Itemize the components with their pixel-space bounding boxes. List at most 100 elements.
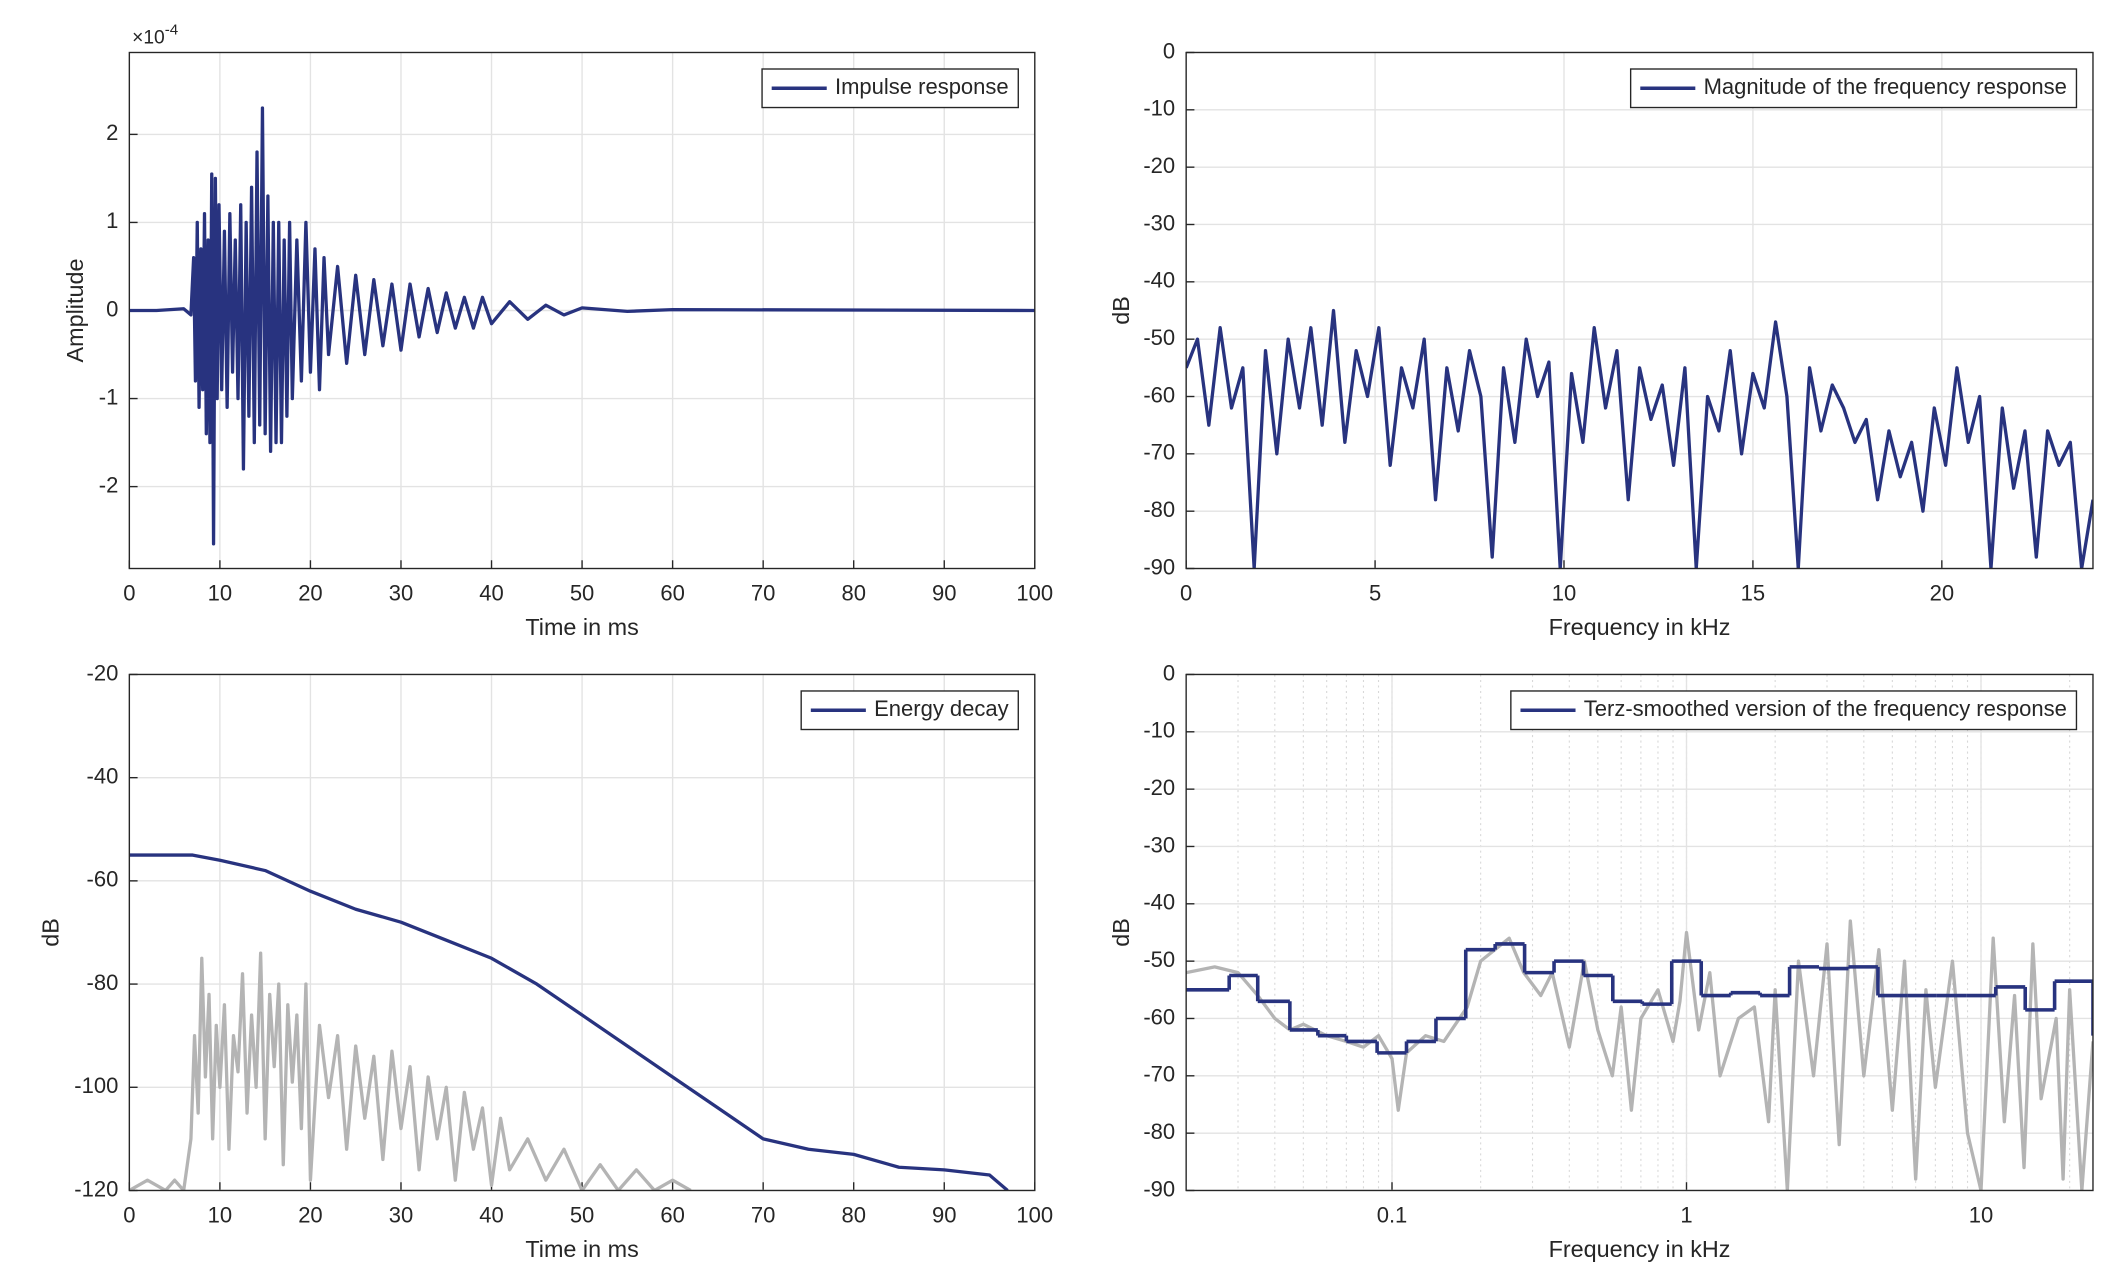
series-layer — [1186, 919, 2093, 1191]
y-tick-label: -80 — [87, 970, 119, 995]
y-tick-label: -60 — [1143, 382, 1175, 407]
legend-label: Energy decay — [874, 696, 1009, 721]
legend: Impulse response — [761, 68, 1019, 109]
series-layer — [1186, 308, 2093, 569]
x-tick-label: 0 — [123, 1202, 135, 1227]
y-multiplier: ×10-4 — [132, 21, 178, 48]
y-tick-label: -20 — [87, 660, 119, 685]
x-tick-label: 60 — [660, 1202, 684, 1227]
y-axis-label: Amplitude — [62, 259, 88, 363]
legend-label: Impulse response — [835, 74, 1009, 99]
y-tick-label: -60 — [1143, 1004, 1175, 1029]
y-tick-label: -2 — [99, 472, 119, 497]
series-line — [1186, 919, 2093, 1191]
x-tick-label: 90 — [932, 1202, 956, 1227]
x-tick-label: 50 — [570, 1202, 594, 1227]
legend: Terz-smoothed version of the frequency r… — [1510, 690, 2078, 731]
x-tick-label: 10 — [208, 580, 232, 605]
x-axis-label: Frequency in kHz — [1549, 614, 1731, 640]
series-line — [129, 951, 692, 1191]
legend: Energy decay — [800, 690, 1019, 731]
x-axis-label: Frequency in kHz — [1549, 1236, 1731, 1262]
legend-box — [761, 68, 1019, 109]
x-tick-label: 1 — [1680, 1202, 1692, 1227]
axes-box — [128, 673, 1036, 1192]
x-tick-label: 50 — [570, 580, 594, 605]
y-tick-label: -80 — [1143, 1119, 1175, 1144]
plot-area — [1186, 674, 2093, 1191]
axes-box — [1185, 673, 2094, 1192]
y-tick-label: -100 — [74, 1073, 118, 1098]
legend-box — [1629, 68, 2078, 109]
y-axis-label: dB — [1108, 296, 1134, 325]
series-line — [129, 106, 1035, 546]
y-tick-label: -70 — [1143, 440, 1175, 465]
y-tick-label: -50 — [1143, 947, 1175, 972]
axes: 0 10 20 30 40 50 60 70 80 90 100 -120 -100 -80 -60 -40 -… — [37, 660, 1053, 1262]
legend-label: Terz-smoothed version of the frequency r… — [1584, 696, 2067, 721]
series-line — [1186, 308, 2093, 569]
axes: 0 10 20 30 40 50 60 70 80 90 100 -2 -1 0 1 2 Time in ms A… — [62, 21, 1053, 640]
x-tick-label: 10 — [208, 1202, 232, 1227]
x-tick-label: 20 — [298, 580, 322, 605]
y-tick-label: -40 — [1143, 890, 1175, 915]
y-tick-label: -60 — [87, 867, 119, 892]
y-tick-label: -80 — [1143, 497, 1175, 522]
x-tick-label: 80 — [841, 580, 865, 605]
x-tick-label: 100 — [1016, 580, 1053, 605]
axes: 0 5 10 15 20 0 -10 -20 -30 -40 -50 -60 -70 -80 -90 Freq… — [1108, 38, 2094, 640]
y-axis-label: dB — [1108, 918, 1134, 947]
axes-box — [1185, 51, 2094, 570]
series-line — [129, 853, 1009, 1191]
y-tick-label: -90 — [1143, 1176, 1175, 1201]
x-tick-label: 5 — [1369, 580, 1381, 605]
y-tick-label: -10 — [1143, 96, 1175, 121]
x-tick-label: 10 — [1969, 1202, 1993, 1227]
series-layer — [129, 106, 1035, 546]
legend-box — [1510, 690, 2078, 731]
x-tick-label: 30 — [389, 1202, 413, 1227]
y-tick-label: -40 — [1143, 268, 1175, 293]
y-tick-label: -1 — [99, 384, 119, 409]
x-tick-label: 0.1 — [1377, 1202, 1408, 1227]
axes-box — [128, 51, 1036, 570]
y-tick-label: 0 — [106, 296, 118, 321]
plot-area — [1186, 52, 2093, 569]
x-tick-label: 40 — [479, 1202, 503, 1227]
series-layer — [129, 853, 1009, 1191]
x-axis-label: Time in ms — [525, 614, 638, 640]
x-tick-label: 70 — [751, 1202, 775, 1227]
y-tick-label: -30 — [1143, 210, 1175, 235]
y-tick-label: -20 — [1143, 775, 1175, 800]
x-axis-label: Time in ms — [525, 1236, 638, 1262]
x-tick-label: 60 — [660, 580, 684, 605]
x-tick-label: 90 — [932, 580, 956, 605]
x-tick-label: 100 — [1016, 1202, 1053, 1227]
x-tick-label: 0 — [123, 580, 135, 605]
y-tick-label: 0 — [1163, 38, 1175, 63]
x-tick-label: 30 — [389, 580, 413, 605]
legend: Magnitude of the frequency response — [1629, 68, 2078, 109]
legend-label: Magnitude of the frequency response — [1704, 74, 2067, 99]
axes: 0.1 1 10 0 -10 -20 -30 -40 -50 -60 -70 -80 -90 Freque… — [1108, 660, 2094, 1262]
y-tick-label: 1 — [106, 208, 118, 233]
y-tick-label: -70 — [1143, 1062, 1175, 1087]
y-tick-label: -20 — [1143, 153, 1175, 178]
multiplier-base: ×10 — [132, 28, 165, 49]
x-tick-label: 20 — [1930, 580, 1954, 605]
x-tick-label: 70 — [751, 580, 775, 605]
x-tick-label: 40 — [479, 580, 503, 605]
y-tick-label: -50 — [1143, 325, 1175, 350]
y-axis-label: dB — [37, 918, 63, 947]
y-tick-label: -30 — [1143, 832, 1175, 857]
y-tick-label: -120 — [74, 1176, 118, 1201]
y-tick-label: -40 — [87, 763, 119, 788]
multiplier-exponent: -4 — [165, 21, 178, 38]
x-tick-label: 10 — [1552, 580, 1576, 605]
y-tick-label: 2 — [106, 120, 118, 145]
x-tick-label: 80 — [841, 1202, 865, 1227]
y-tick-label: 0 — [1163, 660, 1175, 685]
x-tick-label: 20 — [298, 1202, 322, 1227]
x-tick-label: 0 — [1180, 580, 1192, 605]
